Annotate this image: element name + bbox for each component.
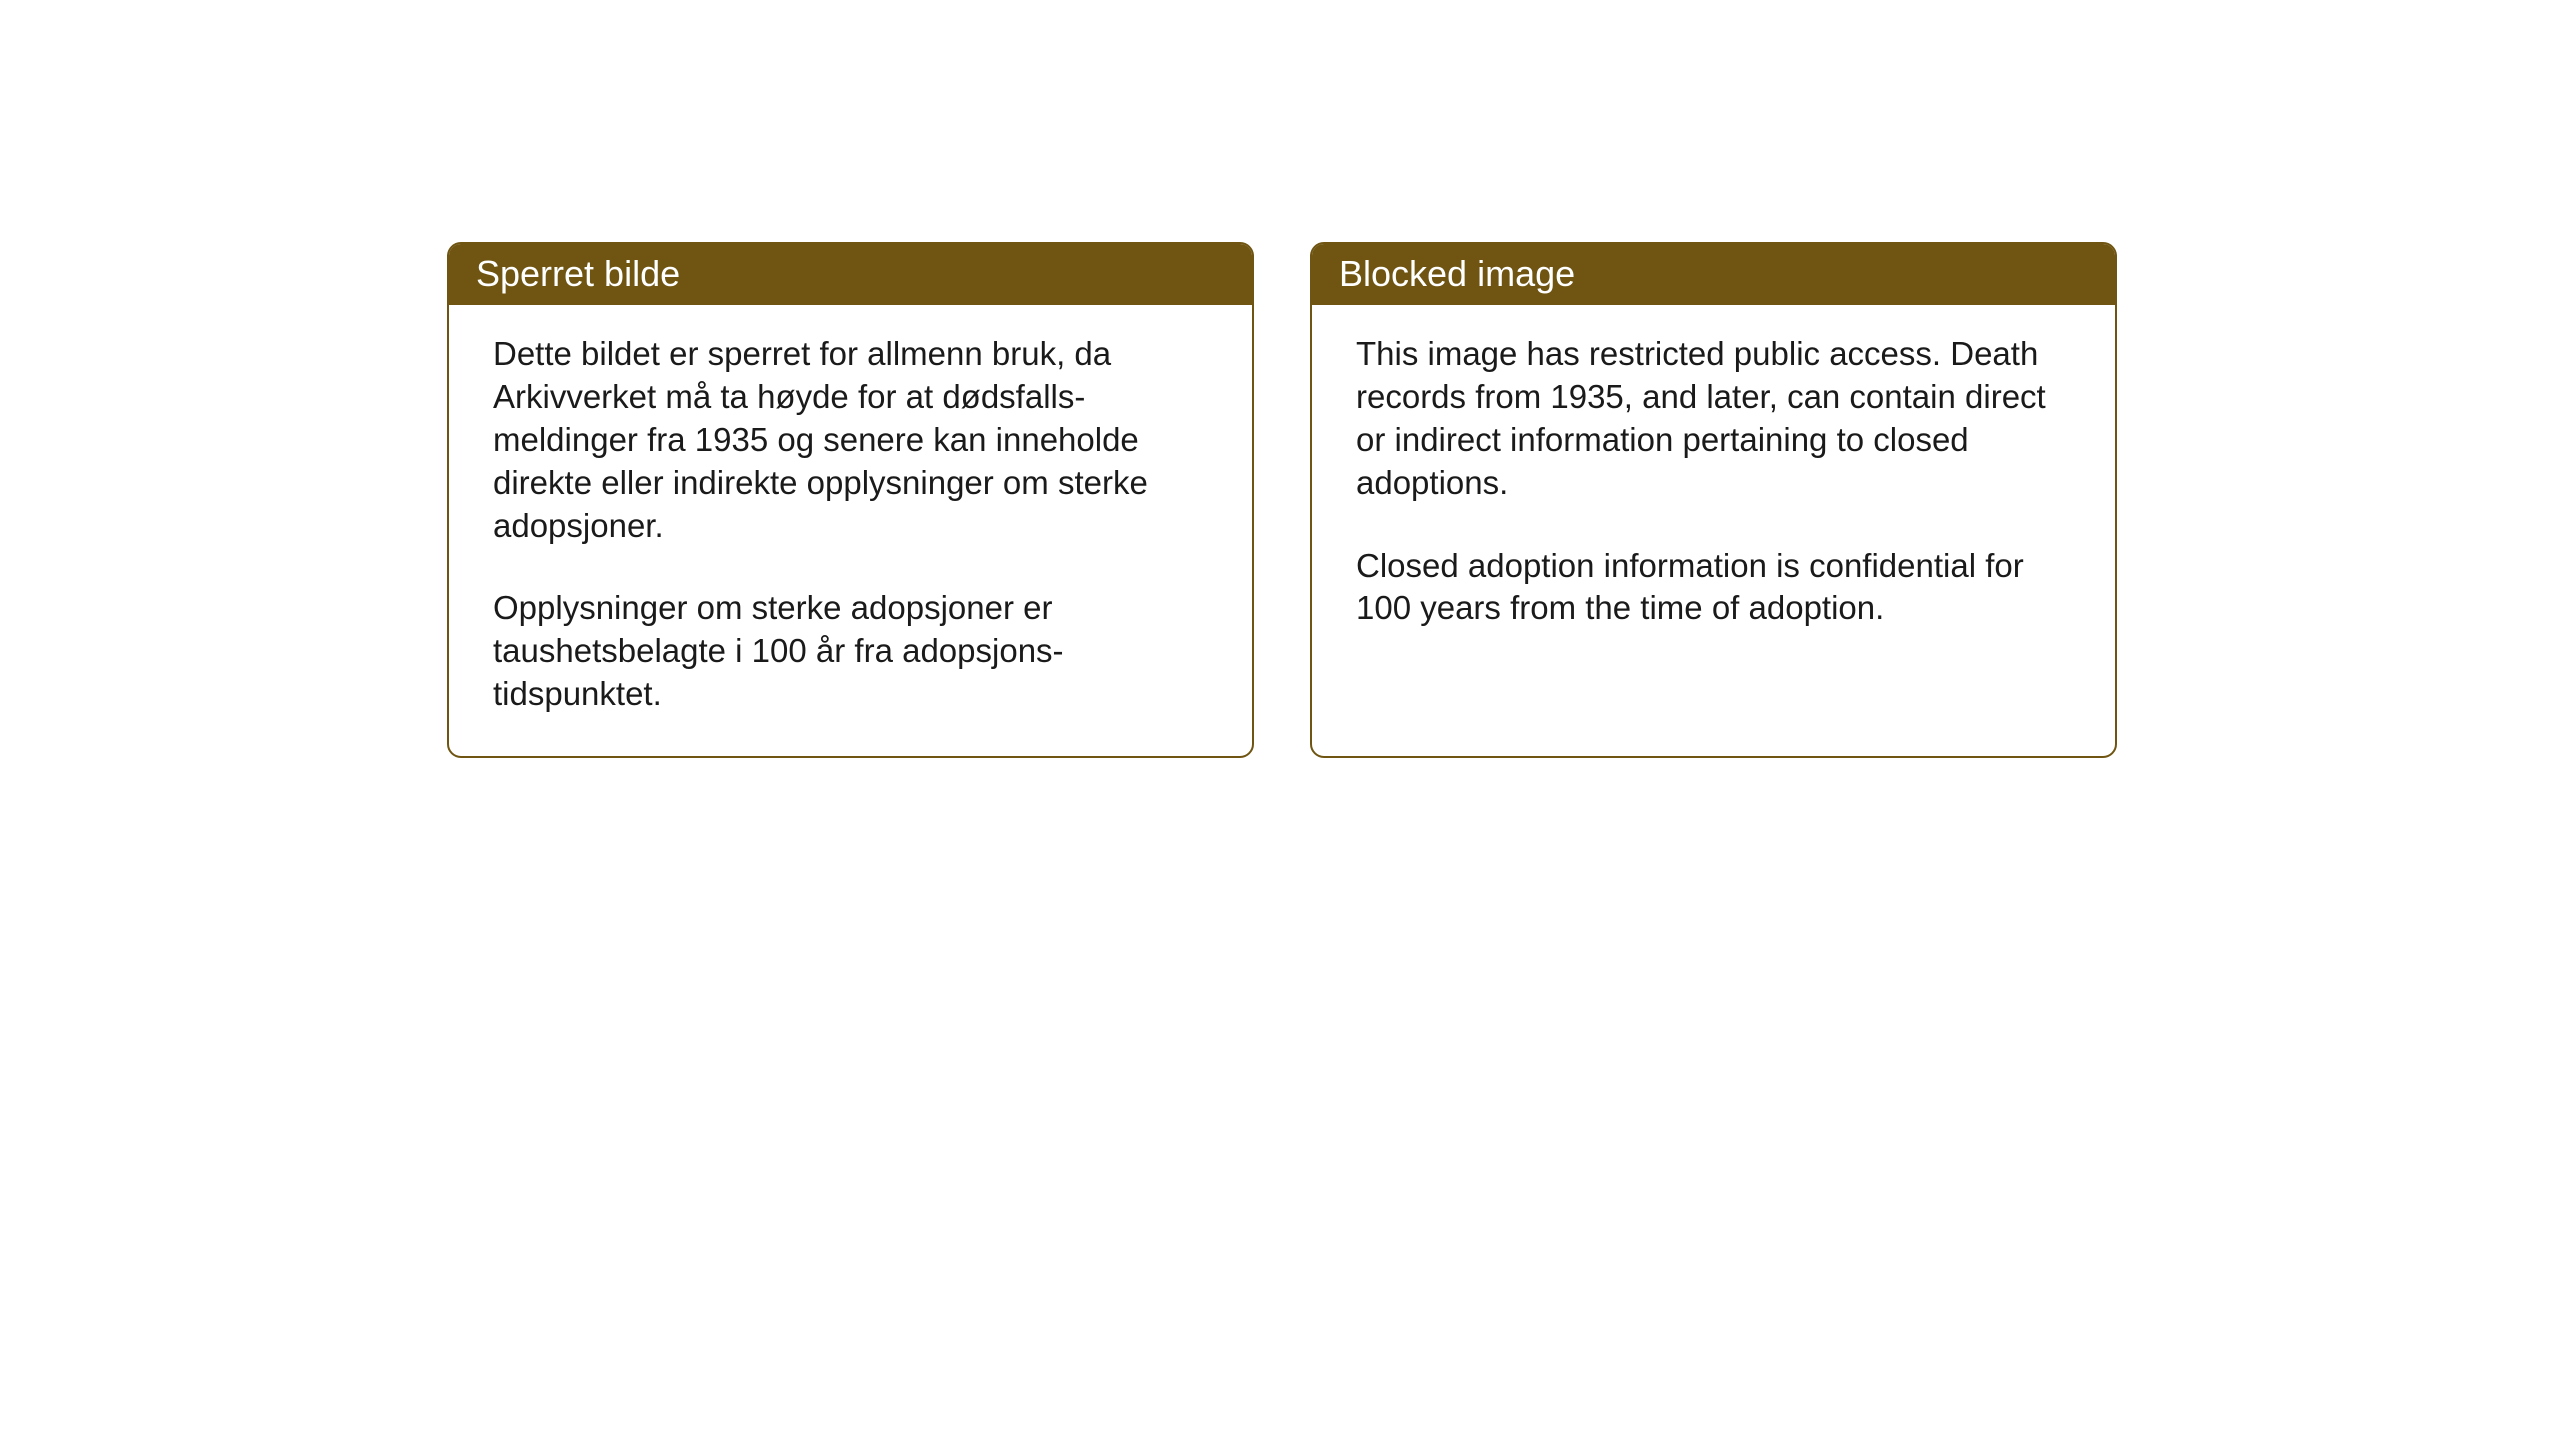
notice-paragraph-1-norwegian: Dette bildet er sperret for allmenn bruk… [493,333,1208,547]
notice-box-norwegian: Sperret bilde Dette bildet er sperret fo… [447,242,1254,758]
notice-paragraph-1-english: This image has restricted public access.… [1356,333,2071,505]
notice-title-norwegian: Sperret bilde [449,244,1252,305]
notice-body-norwegian: Dette bildet er sperret for allmenn bruk… [449,305,1252,756]
notice-paragraph-2-english: Closed adoption information is confident… [1356,545,2071,631]
notice-title-english: Blocked image [1312,244,2115,305]
notice-body-english: This image has restricted public access.… [1312,305,2115,700]
notice-paragraph-2-norwegian: Opplysninger om sterke adopsjoner er tau… [493,587,1208,716]
notice-box-english: Blocked image This image has restricted … [1310,242,2117,758]
notice-container: Sperret bilde Dette bildet er sperret fo… [447,242,2117,758]
